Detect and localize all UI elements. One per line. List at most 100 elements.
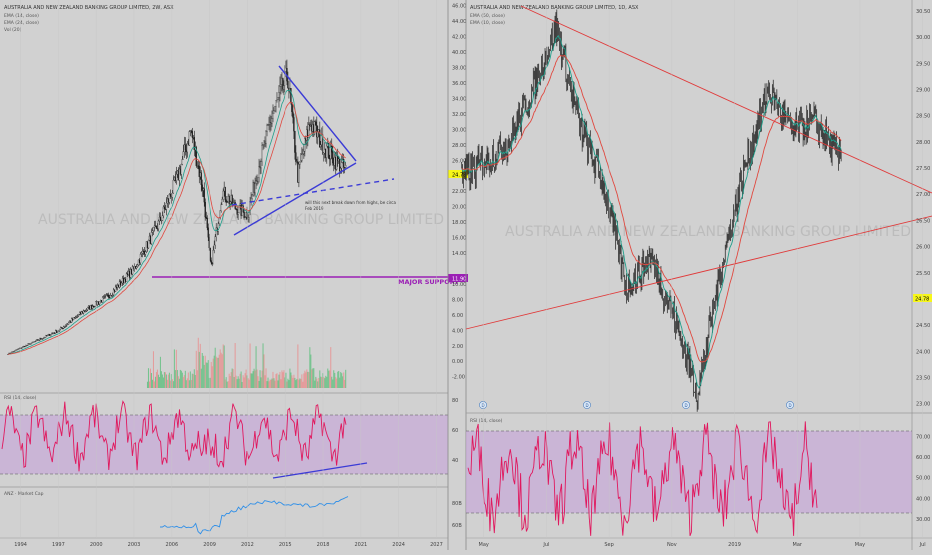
volume-bar	[246, 375, 248, 388]
left-price-axis-label: 40.00	[452, 50, 466, 56]
volume-bar	[247, 378, 249, 388]
left-x-axis-label: 2021	[354, 542, 367, 548]
left-candle-body	[168, 193, 171, 203]
left-candle-body	[51, 333, 53, 335]
left-candle-body	[279, 86, 281, 93]
left-candle-body	[336, 155, 338, 170]
volume-bar	[285, 372, 287, 388]
volume-bar	[242, 375, 244, 388]
left-price-axis-label: 32.00	[452, 112, 466, 118]
left-candle-body	[277, 97, 279, 100]
volume-bar	[153, 381, 155, 388]
volume-bar	[240, 371, 242, 388]
volume-bar	[252, 371, 254, 388]
left-candle-body	[340, 168, 342, 172]
left-candle-body	[14, 350, 16, 352]
left-candle-body	[186, 143, 188, 153]
left-candle-body	[326, 145, 328, 158]
right-price-axis-label: 27.00	[916, 192, 930, 198]
volume-bar	[190, 379, 192, 388]
volume-bar	[270, 379, 272, 388]
left-candle-body	[332, 151, 334, 164]
left-candle-body	[152, 227, 155, 231]
left-candle-body	[139, 254, 142, 263]
left-price-axis-label: 26.00	[452, 158, 466, 164]
volume-bar	[146, 381, 148, 388]
left-candle-body	[180, 164, 182, 175]
left-candle-body	[215, 227, 217, 237]
volume-bar	[338, 370, 340, 388]
volume-bar	[176, 370, 178, 388]
volume-bar	[309, 347, 311, 388]
volume-bar	[241, 381, 243, 388]
left-ema-slow-line	[7, 101, 346, 355]
volume-bar	[261, 370, 263, 388]
left-candle-body	[73, 317, 75, 320]
left-legend-vol: Vol (20)	[4, 27, 22, 33]
left-candle-body	[204, 201, 206, 218]
left-x-axis-label: 2027	[430, 542, 443, 548]
volume-bar	[239, 373, 241, 388]
left-candle-body	[136, 264, 139, 267]
volume-bar	[267, 377, 269, 388]
left-rsi-axis-80: 80	[452, 398, 458, 404]
volume-bar	[284, 377, 286, 388]
volume-bar	[234, 343, 236, 388]
left-candle-body	[265, 131, 267, 144]
volume-bar	[228, 373, 230, 388]
volume-bar	[288, 380, 290, 388]
right-price-axis-label: 28.00	[916, 140, 930, 146]
volume-bar	[250, 373, 252, 388]
volume-bar	[314, 380, 316, 388]
right-rsi-title: RSI (14, close)	[470, 418, 503, 424]
left-price-axis-label: 22.00	[452, 189, 466, 195]
volume-bar	[336, 378, 338, 388]
left-candle-body	[273, 110, 275, 114]
left-candle-body	[112, 289, 115, 296]
left-candle-body	[76, 316, 78, 318]
volume-bar	[297, 344, 299, 388]
volume-bar	[199, 343, 201, 388]
left-candle-body	[212, 250, 214, 265]
left-candle-body	[210, 260, 212, 263]
left-candle-body	[222, 190, 224, 200]
volume-bar	[154, 376, 156, 388]
left-candle-body	[214, 236, 216, 246]
left-candle-body	[282, 78, 284, 90]
volume-bar	[334, 372, 336, 388]
left-candle-body	[319, 129, 321, 148]
left-candle-body	[163, 206, 166, 210]
volume-bar	[217, 357, 219, 388]
left-candle-body	[267, 124, 269, 126]
left-candle-body	[147, 240, 150, 249]
left-candle-body	[68, 322, 70, 325]
left-candle-body	[193, 137, 195, 150]
right-legend-ema50: EMA (50, close)	[470, 13, 505, 19]
left-legend-ema24: EMA (24, close)	[4, 20, 39, 26]
volume-bar	[152, 351, 154, 388]
left-candle-body	[257, 177, 259, 182]
left-candle-body	[78, 314, 80, 316]
volume-bar	[177, 376, 179, 388]
left-candle-body	[272, 113, 274, 119]
left-candle-body	[236, 208, 238, 215]
left-price-axis-label: 2.00	[452, 344, 463, 350]
left-candle-body	[151, 230, 154, 233]
right-x-axis-label: Sep	[604, 542, 613, 548]
right-price-axis-label: 26.50	[916, 218, 930, 224]
volume-bar	[244, 373, 246, 388]
volume-bar	[256, 369, 258, 388]
left-candle-body	[13, 351, 15, 353]
left-candle-body	[247, 217, 249, 219]
left-candle-body	[171, 192, 174, 198]
volume-bar	[341, 373, 343, 388]
volume-bar	[238, 378, 240, 388]
right-price-axis-label: 23.00	[916, 402, 930, 408]
left-candle-body	[323, 153, 325, 155]
volume-bar	[184, 370, 186, 388]
left-candle-body	[85, 310, 87, 312]
volume-bar	[274, 380, 276, 388]
volume-bar	[289, 368, 291, 388]
right-price-axis-label: 29.00	[916, 87, 930, 93]
